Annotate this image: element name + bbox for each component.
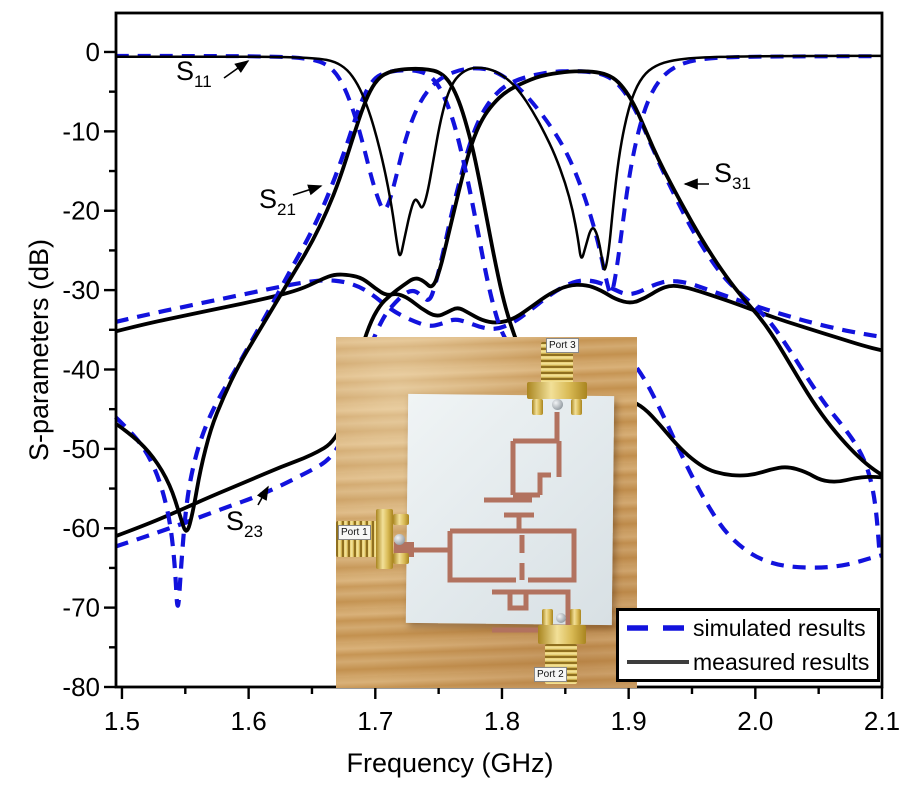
svg-text:-30: -30 [62,275,100,305]
simulated-line-sample [627,625,689,631]
legend-label-simulated: simulated results [693,614,866,641]
x-axis-title: Frequency (GHz) [346,748,554,778]
sma-connector-port3-flange [527,382,587,399]
legend-label-measured: measured results [693,648,870,675]
svg-text:1.5: 1.5 [104,706,140,736]
legend-row-measured: measured results [619,645,877,679]
sma-connector-port1-flange [376,509,393,569]
svg-text:-50: -50 [62,434,100,464]
inset-photo-diplexer-pcb: Port 3 Port 1 Port 2 [336,337,637,688]
port1-solder-pin [394,534,405,545]
measured-line-sample [627,660,689,664]
svg-text:0: 0 [86,37,100,67]
port2-leg [570,609,581,625]
port3-label: Port 3 [546,338,579,353]
port2-solder-pin [556,613,566,623]
port2-leg [542,609,553,625]
svg-text:1.8: 1.8 [484,706,520,736]
svg-text:S11: S11 [176,56,212,91]
svg-text:-40: -40 [62,354,100,384]
port3-solder-pin [552,399,563,410]
svg-text:1.6: 1.6 [231,706,267,736]
svg-text:S31: S31 [714,158,751,193]
port1-leg [393,553,409,564]
svg-text:1.7: 1.7 [357,706,393,736]
svg-text:S21: S21 [259,184,296,219]
svg-text:1.9: 1.9 [611,706,647,736]
sma-connector-port2-flange [538,625,586,644]
svg-text:-60: -60 [62,513,100,543]
svg-text:2.0: 2.0 [737,706,773,736]
svg-text:-10: -10 [62,116,100,146]
legend-row-simulated: simulated results [619,611,877,645]
port1-leg [393,514,409,525]
port3-leg [532,399,543,415]
y-axis-title: S-parameters (dB) [24,238,54,462]
svg-text:S23: S23 [226,506,263,541]
svg-text:-70: -70 [62,593,100,623]
legend: simulated results measured results [616,608,880,682]
port3-leg [571,399,582,415]
svg-text:-20: -20 [62,196,100,226]
svg-text:2.1: 2.1 [864,706,900,736]
port1-label: Port 1 [338,525,371,540]
port2-label: Port 2 [534,667,567,682]
svg-text:-80: -80 [62,672,100,702]
